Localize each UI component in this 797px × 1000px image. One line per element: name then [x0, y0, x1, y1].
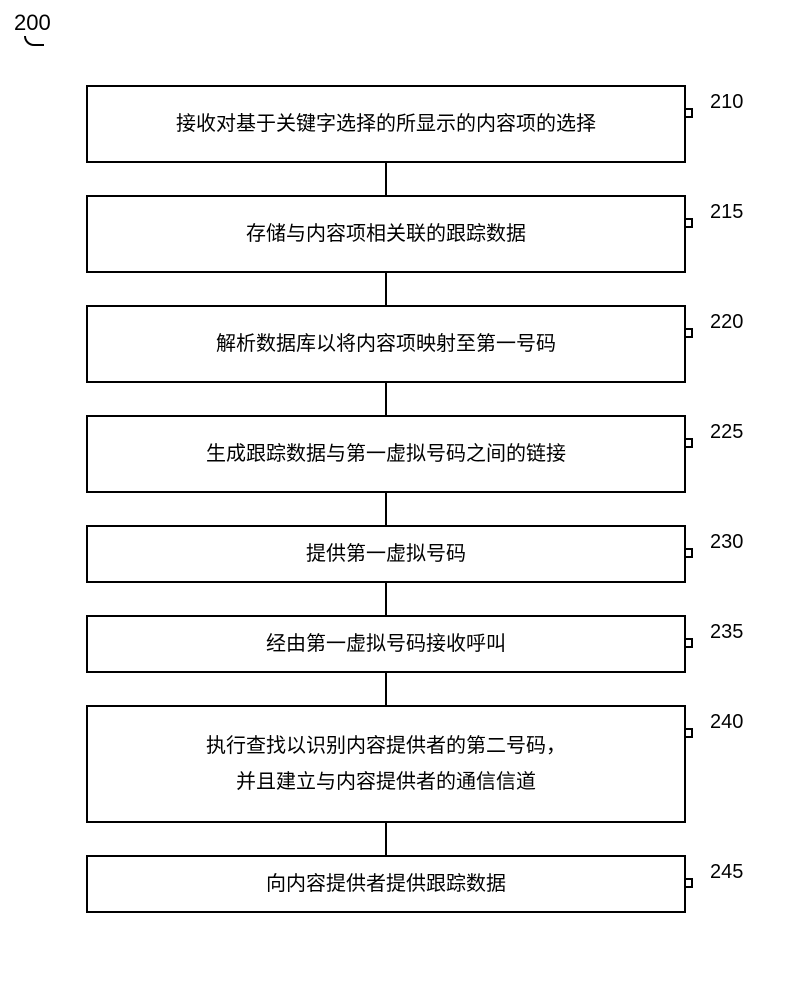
flow-connector — [385, 583, 387, 615]
flow-step-230: 提供第一虚拟号码 — [86, 525, 686, 583]
flow-step-text: 接收对基于关键字选择的所显示的内容项的选择 — [176, 106, 596, 142]
flow-step-text: 存储与内容项相关联的跟踪数据 — [246, 216, 526, 252]
ref-notch-icon — [684, 213, 700, 231]
flow-step-210: 接收对基于关键字选择的所显示的内容项的选择 — [86, 85, 686, 163]
figure-number: 200 — [14, 10, 51, 36]
flow-step-text: 提供第一虚拟号码 — [306, 536, 466, 572]
flow-connector — [385, 493, 387, 525]
flow-step-text: 向内容提供者提供跟踪数据 — [266, 866, 506, 902]
flow-step-text: 生成跟踪数据与第一虚拟号码之间的链接 — [206, 436, 566, 472]
ref-notch-icon — [684, 633, 700, 651]
flow-connector — [385, 383, 387, 415]
ref-notch-icon — [684, 433, 700, 451]
ref-notch-icon — [684, 543, 700, 561]
flow-step-225: 生成跟踪数据与第一虚拟号码之间的链接 — [86, 415, 686, 493]
flow-step-text: 经由第一虚拟号码接收呼叫 — [266, 626, 506, 662]
flow-step-240: 执行查找以识别内容提供者的第二号码， 并且建立与内容提供者的通信信道 — [86, 705, 686, 823]
ref-notch-icon — [684, 723, 700, 741]
flow-step-ref-225: 225 — [710, 421, 743, 444]
ref-notch-icon — [684, 873, 700, 891]
flow-connector — [385, 823, 387, 855]
flow-step-215: 存储与内容项相关联的跟踪数据 — [86, 195, 686, 273]
flow-connector — [385, 273, 387, 305]
flow-step-ref-235: 235 — [710, 621, 743, 644]
flow-step-ref-230: 230 — [710, 531, 743, 554]
flow-step-ref-210: 210 — [710, 91, 743, 114]
flow-step-220: 解析数据库以将内容项映射至第一号码 — [86, 305, 686, 383]
flow-step-235: 经由第一虚拟号码接收呼叫 — [86, 615, 686, 673]
flow-step-text: 执行查找以识别内容提供者的第二号码， 并且建立与内容提供者的通信信道 — [206, 728, 566, 800]
flow-step-ref-215: 215 — [710, 201, 743, 224]
flow-step-245: 向内容提供者提供跟踪数据 — [86, 855, 686, 913]
flow-connector — [385, 673, 387, 705]
flow-step-ref-220: 220 — [710, 311, 743, 334]
flow-step-text: 解析数据库以将内容项映射至第一号码 — [216, 326, 556, 362]
ref-notch-icon — [684, 323, 700, 341]
flow-connector — [385, 163, 387, 195]
ref-notch-icon — [684, 103, 700, 121]
flow-step-ref-240: 240 — [710, 711, 743, 734]
figure-corner-mark-icon — [24, 36, 44, 56]
flowchart-canvas: 200 接收对基于关键字选择的所显示的内容项的选择 210 存储与内容项相关联的跟踪… — [0, 0, 797, 1000]
flow-step-ref-245: 245 — [710, 861, 743, 884]
